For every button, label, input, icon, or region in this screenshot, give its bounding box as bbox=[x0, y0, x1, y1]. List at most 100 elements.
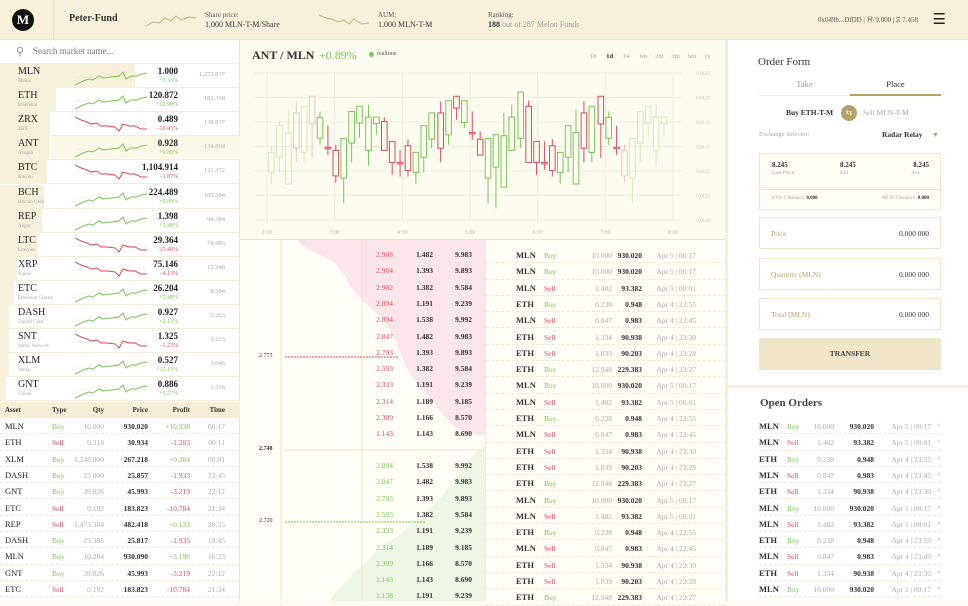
close-icon[interactable]: × bbox=[936, 518, 941, 528]
history-row[interactable]: MLN Buy 10.000 930.020 Apr 5 | 00:17 bbox=[486, 492, 726, 508]
close-icon[interactable]: × bbox=[936, 502, 941, 512]
ask-row[interactable]: 2.847 1.482 9.983 bbox=[240, 328, 485, 344]
chevron-down-icon[interactable]: ▼ bbox=[932, 131, 939, 139]
fund-name[interactable]: Peter-Fund bbox=[69, 13, 118, 24]
total-input[interactable]: 0.000 000 bbox=[899, 310, 929, 319]
market-row-xlm[interactable]: XLM Stellar 0.527 +12.13% 3.046 bbox=[0, 353, 240, 378]
column-header-asset[interactable]: Asset bbox=[5, 406, 21, 414]
timeframe-1h[interactable]: 1h bbox=[590, 53, 597, 60]
history-row[interactable]: ETH Buy 12.948 229.383 Apr 4 | 23:27 bbox=[486, 361, 726, 378]
history-row[interactable]: MLN Sell 1.482 93.382 Apr 5 | 00:01 bbox=[486, 280, 726, 296]
timeframe-1w[interactable]: 1w bbox=[622, 53, 631, 60]
open-order-row[interactable]: MLN Buy 10.000 930.020 Apr 5 | 00:17 × bbox=[759, 581, 941, 598]
transfer-button[interactable]: TRANSFER bbox=[759, 338, 941, 370]
close-icon[interactable]: × bbox=[936, 535, 941, 545]
open-order-row[interactable]: MLN Sell 1.482 93.382 Apr 5 | 00:01 × bbox=[759, 434, 941, 451]
trade-row[interactable]: MLN Buy 10.000 930.020 +10.938 00:17 bbox=[0, 418, 240, 435]
history-row[interactable]: ETH Buy 12.948 229.383 Apr 4 | 23:27 bbox=[486, 475, 726, 492]
column-header-time[interactable]: Time bbox=[209, 406, 225, 414]
ask-row[interactable]: 2.904 1.393 9.893 bbox=[240, 262, 485, 278]
close-icon[interactable]: × bbox=[936, 453, 941, 463]
hamburger-icon[interactable]: ☰ bbox=[932, 12, 946, 28]
market-row-snt[interactable]: SNT Status Network 1.325 -1.23% 3.123 bbox=[0, 329, 240, 354]
close-icon[interactable]: × bbox=[936, 486, 941, 496]
ask-row[interactable]: 1.143 1.143 8.690 bbox=[240, 425, 485, 441]
close-icon[interactable]: × bbox=[936, 437, 941, 447]
close-icon[interactable]: × bbox=[936, 469, 941, 479]
history-row[interactable]: MLN Sell 0.847 0.983 Apr 4 | 23:45 bbox=[486, 540, 726, 557]
timeframe-2m[interactable]: 2m bbox=[655, 53, 664, 60]
timeframe-1y[interactable]: 1y bbox=[704, 53, 711, 60]
market-row-ant[interactable]: ANT Aragon 0.928 +0.89% 134.894 bbox=[0, 136, 240, 161]
history-row[interactable]: ETH Sell 1.039 90.203 Apr 4 | 23:28 bbox=[486, 459, 726, 476]
trade-row[interactable]: DASH Buy 23.385 25.817 -1.935 18:45 bbox=[0, 532, 240, 549]
bid-row[interactable]: 2.333 1.191 9.239 bbox=[240, 522, 485, 538]
market-row-rep[interactable]: REP Augur 1.398 +3.48% 94.384 bbox=[0, 208, 240, 233]
open-order-row[interactable]: MLN Sell 1.482 93.382 Apr 5 | 00:01 × bbox=[759, 516, 941, 533]
ask-row[interactable]: 2.902 1.382 9.584 bbox=[240, 279, 485, 295]
history-row[interactable]: ETH Buy 12.948 229.383 Apr 4 | 23:27 bbox=[486, 589, 726, 606]
ask-row[interactable]: 2.908 1.482 9.983 bbox=[240, 246, 485, 262]
price-field[interactable]: Price 0.000 000 bbox=[759, 217, 941, 249]
trade-row[interactable]: DASH Buy 23.000 25.857 -1.933 23:45 bbox=[0, 467, 240, 484]
timeframe-3m[interactable]: 3m bbox=[671, 53, 680, 60]
close-icon[interactable]: × bbox=[936, 421, 941, 430]
history-row[interactable]: ETH Sell 1.334 90.938 Apr 4 | 23:30 bbox=[486, 557, 726, 573]
bid-row[interactable]: 2.793 1.393 9.893 bbox=[240, 490, 485, 506]
ask-row[interactable]: 2.593 1.382 9.584 bbox=[240, 360, 485, 376]
open-order-row[interactable]: ETH Sell 1.334 90.938 Apr 4 | 23:30 × bbox=[759, 565, 941, 581]
trade-row[interactable]: ETH Sell 0.318 30.934 -1.283 00:11 bbox=[0, 434, 240, 451]
timeframe-1d[interactable]: 1d bbox=[606, 53, 614, 60]
history-row[interactable]: ETH Buy 0.238 0.948 Apr 4 | 23:55 bbox=[486, 410, 726, 427]
history-row[interactable]: MLN Buy 10.000 930.020 Apr 5 | 00:17 bbox=[486, 377, 726, 394]
search-input[interactable]: Search market name... bbox=[33, 46, 114, 56]
open-order-row[interactable]: ETH Buy 0.238 0.948 Apr 4 | 23:55 × bbox=[759, 451, 941, 467]
market-row-eth[interactable]: ETH Ethereum 120.872 +12.98% 182.398 bbox=[0, 88, 240, 113]
tab-place[interactable]: Place bbox=[850, 79, 941, 96]
market-row-bch[interactable]: BCH Bitcoin Cash 224.489 +0.89% 105.384 bbox=[0, 184, 240, 209]
history-row[interactable]: ETH Sell 1.039 90.203 Apr 4 | 23:28 bbox=[486, 345, 726, 362]
ask-row[interactable]: 2.309 1.166 8.570 bbox=[240, 409, 485, 425]
trade-row[interactable]: GNT Buy 39.826 45.993 -3.219 22:12 bbox=[0, 565, 240, 581]
melon-logo[interactable]: M bbox=[12, 9, 34, 31]
total-field[interactable]: Total (MLN) 0.000 000 bbox=[759, 298, 941, 330]
timeframe-1m[interactable]: 1m bbox=[638, 53, 648, 60]
buy-toggle-label[interactable]: Buy ETH-T-M bbox=[786, 108, 834, 117]
open-order-row[interactable]: MLN Sell 0.847 0.983 Apr 4 | 23:45 × bbox=[759, 467, 941, 484]
history-row[interactable]: MLN Sell 0.847 0.983 Apr 4 | 23:45 bbox=[486, 426, 726, 443]
quantity-input[interactable]: 0.000 000 bbox=[899, 270, 929, 279]
sell-toggle-label[interactable]: Sell MLN-T-M bbox=[863, 108, 909, 117]
column-header-qty[interactable]: Qty bbox=[92, 406, 104, 414]
ask-row[interactable]: 2.333 1.191 9.239 bbox=[240, 376, 485, 392]
column-header-price[interactable]: Price bbox=[132, 406, 148, 414]
tab-take[interactable]: Take bbox=[759, 79, 850, 96]
exchange-select[interactable]: Radar Relay bbox=[882, 130, 923, 139]
timeframe-6m[interactable]: 6m bbox=[687, 53, 697, 60]
trade-row[interactable]: ETC Sell 0.192 183.823 -10.784 21:34 bbox=[0, 500, 240, 516]
bid-row[interactable]: 2.314 1.189 9.185 bbox=[240, 539, 485, 555]
close-icon[interactable]: × bbox=[936, 584, 941, 593]
market-row-dash[interactable]: DASH Digital Cash 0.927 +2.13% 3.263 bbox=[0, 305, 240, 329]
open-order-row[interactable]: MLN Buy 10.000 930.020 Apr 5 | 00:17 × bbox=[759, 418, 941, 435]
bid-row[interactable]: 2.847 1.482 9.983 bbox=[240, 473, 485, 489]
candlestick-chart[interactable]: 0.0125 0.0125 0.0125 0.0125 0.0125 0.0125 0.01… bbox=[240, 40, 725, 240]
market-row-etc[interactable]: ETC Ethereum Classic 26.204 +3.48% 8.384 bbox=[0, 280, 240, 305]
market-row-btc[interactable]: BTC Bitcoin 1,104.914 -1.87% 121.372 bbox=[0, 160, 240, 185]
history-row[interactable]: ETH Sell 1.334 90.938 Apr 4 | 23:30 bbox=[486, 329, 726, 345]
column-header-type[interactable]: Type bbox=[52, 406, 67, 414]
bid-row[interactable]: 2.894 1.538 9.992 bbox=[240, 457, 485, 473]
history-row[interactable]: ETH Buy 0.238 0.948 Apr 4 | 23:55 bbox=[486, 524, 726, 541]
market-row-gnt[interactable]: GNT Golem 0.886 +9.27% 1.256 bbox=[0, 377, 240, 402]
history-row[interactable]: MLN Buy 10.000 930.020 Apr 5 | 00:17 bbox=[486, 263, 726, 280]
ask-row[interactable]: 2.894 1.538 9.992 bbox=[240, 311, 485, 327]
market-row-mln[interactable]: MLN Melon 1.000 +1.33% 1,272.837 bbox=[0, 64, 240, 88]
history-row[interactable]: MLN Buy 10.000 930.020 Apr 5 | 00:17 bbox=[486, 247, 726, 264]
market-row-xrp[interactable]: XRP Ripple 75.146 -4.13% 12.248 bbox=[0, 256, 240, 281]
ask-row[interactable]: 2.793 1.393 9.893 bbox=[240, 344, 485, 360]
ask-row[interactable]: 2.314 1.189 9.185 bbox=[240, 393, 485, 409]
market-row-zrx[interactable]: ZRX ZRX 0.489 -10.45% 138.837 bbox=[0, 112, 240, 137]
trade-row[interactable]: GNT Buy 39.826 45.993 -3.219 22:12 bbox=[0, 483, 240, 500]
trade-row[interactable]: REP Sell 1,473.384 482.418 +0.133 20:55 bbox=[0, 516, 240, 533]
history-row[interactable]: MLN Sell 1.482 93.382 Apr 5 | 00:01 bbox=[486, 508, 726, 525]
open-order-row[interactable]: MLN Sell 0.847 0.983 Apr 4 | 23:45 × bbox=[759, 548, 941, 565]
